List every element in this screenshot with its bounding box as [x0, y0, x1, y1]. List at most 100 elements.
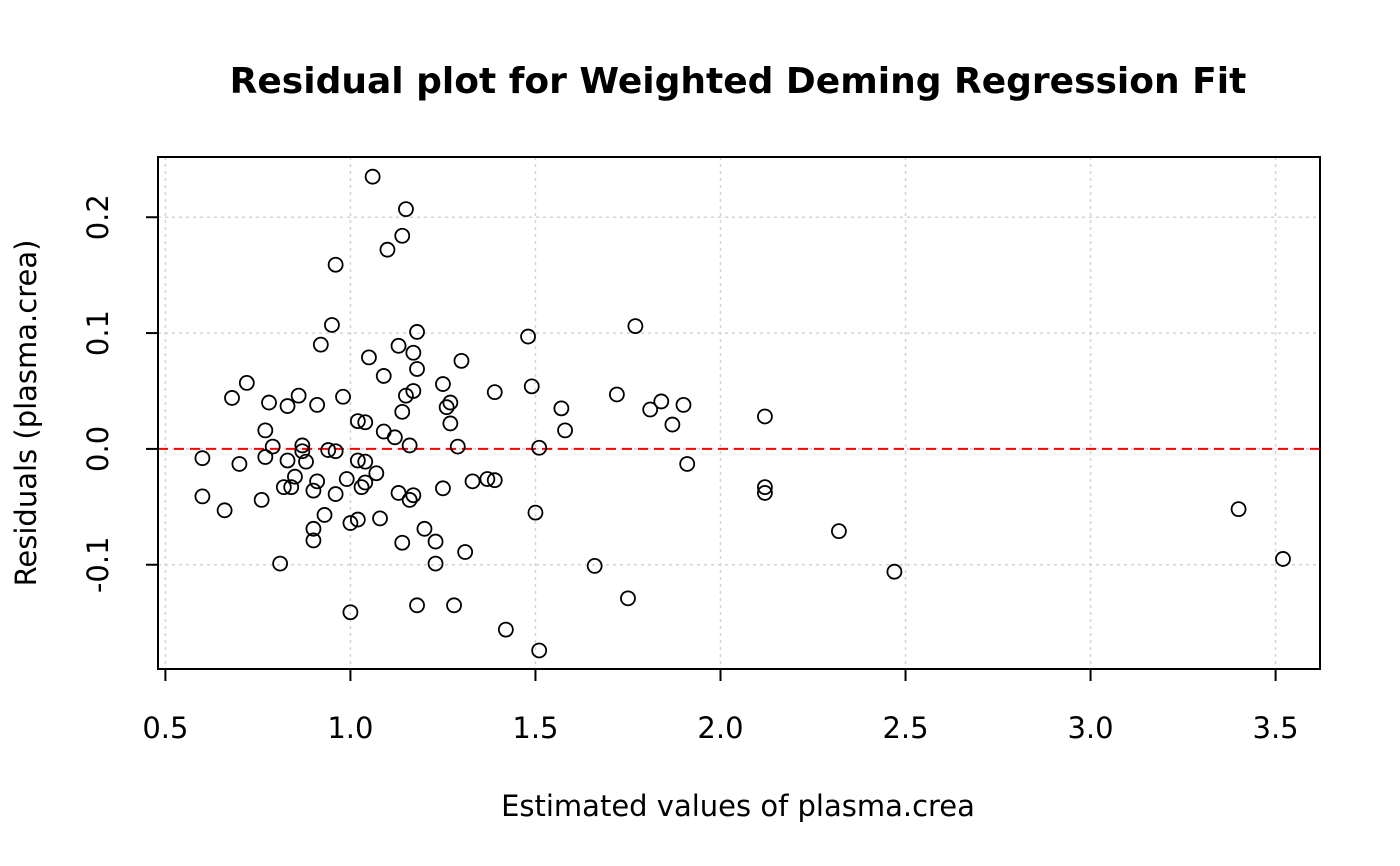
data-point-5 — [238, 374, 255, 391]
data-point-103 — [831, 523, 847, 540]
data-point-33 — [335, 388, 351, 405]
data-point-37 — [349, 413, 366, 430]
data-point-22 — [305, 520, 322, 537]
data-point-77 — [453, 352, 470, 369]
data-point-47 — [372, 510, 388, 527]
data-point-31 — [327, 443, 344, 460]
data-point-60 — [401, 491, 418, 508]
data-point-66 — [409, 324, 425, 340]
data-point-93 — [620, 590, 636, 607]
data-point-81 — [486, 472, 503, 489]
x-tick-label-4: 2.5 — [882, 711, 928, 745]
data-point-41 — [357, 414, 374, 431]
data-point-64 — [409, 361, 425, 377]
x-tick-label-0: 0.5 — [142, 711, 188, 745]
data-point-70 — [435, 376, 451, 392]
data-point-91 — [586, 558, 603, 574]
data-point-85 — [523, 378, 540, 395]
data-point-10 — [264, 438, 281, 455]
y-tick-label-0: -0.1 — [81, 536, 115, 593]
data-point-71 — [435, 480, 451, 497]
data-point-101 — [757, 408, 773, 425]
data-point-106 — [1275, 551, 1291, 567]
data-point-34 — [338, 471, 355, 487]
data-point-16 — [287, 468, 303, 485]
data-point-11 — [272, 555, 289, 572]
data-point-20 — [298, 453, 314, 470]
data-point-13 — [279, 398, 296, 414]
data-point-28 — [320, 442, 337, 458]
y-axis-label: Residuals (plasma.crea) — [9, 240, 43, 587]
data-point-54 — [394, 227, 411, 244]
data-point-21 — [305, 482, 322, 499]
x-tick-label-3: 2.0 — [697, 711, 743, 745]
data-point-56 — [394, 534, 411, 551]
data-point-29 — [324, 317, 340, 333]
data-point-53 — [390, 485, 407, 501]
chart-title: Residual plot for Weighted Deming Regres… — [230, 61, 1247, 102]
data-point-86 — [527, 504, 544, 521]
x-axis: 0.5 1.0 1.5 2.0 2.5 3.0 3.5 — [142, 668, 1299, 745]
data-point-6 — [253, 491, 270, 508]
data-point-9 — [261, 394, 277, 411]
data-point-45 — [364, 168, 381, 185]
data-point-48 — [375, 368, 392, 384]
data-point-30 — [327, 256, 344, 273]
data-point-95 — [642, 401, 659, 418]
x-axis-label: Estimated values of plasma.crea — [501, 789, 975, 823]
data-point-73 — [442, 415, 459, 432]
data-point-8 — [257, 449, 274, 465]
data-point-32 — [327, 486, 344, 502]
data-point-42 — [357, 453, 374, 470]
data-point-98 — [675, 396, 692, 413]
data-point-90 — [557, 422, 573, 439]
data-point-2 — [216, 502, 233, 519]
data-point-25 — [309, 396, 326, 413]
data-point-50 — [379, 241, 396, 258]
data-point-80 — [479, 471, 496, 487]
data-point-44 — [361, 349, 377, 366]
data-point-68 — [427, 533, 444, 550]
data-point-69 — [427, 555, 444, 572]
data-point-7 — [257, 422, 274, 439]
data-point-79 — [464, 473, 481, 490]
data-point-18 — [294, 437, 311, 454]
data-point-19 — [294, 443, 311, 460]
data-point-59 — [401, 437, 418, 454]
data-point-84 — [520, 328, 536, 345]
data-point-51 — [386, 429, 403, 446]
data-points — [194, 168, 1291, 659]
data-point-87 — [531, 642, 548, 659]
data-point-14 — [279, 452, 296, 469]
data-point-3 — [224, 390, 240, 406]
data-point-100 — [757, 485, 773, 501]
data-point-58 — [398, 201, 414, 218]
x-tick-label-5: 3.0 — [1067, 711, 1113, 745]
data-point-78 — [457, 544, 474, 560]
y-tick-label-1: 0.0 — [81, 426, 115, 472]
y-tick-label-2: 0.1 — [81, 310, 115, 356]
data-point-89 — [553, 400, 570, 417]
data-point-27 — [316, 507, 333, 523]
data-point-74 — [442, 394, 459, 411]
data-point-43 — [357, 474, 374, 491]
data-point-76 — [449, 438, 466, 455]
data-point-88 — [531, 439, 548, 456]
data-point-75 — [446, 597, 462, 614]
data-point-83 — [497, 621, 514, 638]
data-point-96 — [653, 393, 670, 410]
data-point-12 — [275, 479, 292, 496]
data-point-23 — [305, 532, 322, 549]
data-point-105 — [1230, 501, 1247, 518]
data-point-4 — [231, 456, 248, 472]
data-point-26 — [312, 336, 329, 353]
data-point-35 — [342, 515, 359, 531]
data-point-102 — [757, 479, 773, 496]
data-point-24 — [309, 473, 326, 490]
data-point-63 — [405, 487, 422, 504]
data-point-46 — [368, 465, 385, 482]
x-tick-label-1: 1.0 — [327, 711, 373, 745]
data-point-38 — [349, 452, 366, 469]
data-point-97 — [664, 416, 681, 433]
